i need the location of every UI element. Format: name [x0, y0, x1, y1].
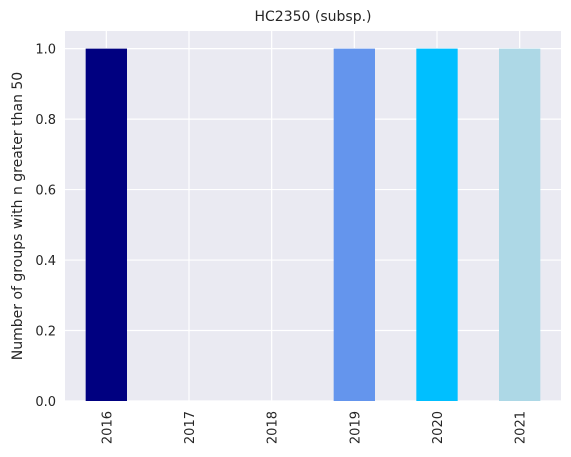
y-tick-label: 1.0: [35, 43, 56, 58]
bar-2016: [85, 48, 127, 401]
x-tick-label: 2020: [431, 411, 446, 444]
x-axis-ticks: 2016 2017 2018 2019 2020 2021: [100, 411, 528, 444]
x-tick-label: 2018: [266, 411, 281, 444]
bar-2019: [333, 48, 375, 401]
x-tick-label: 2019: [348, 411, 363, 444]
bar-2020: [416, 48, 458, 401]
y-tick-label: 0.6: [35, 184, 56, 199]
y-tick-label: 0.2: [35, 325, 56, 340]
x-tick-label: 2021: [514, 411, 529, 444]
y-axis-ticks: 0.0 0.2 0.4 0.6 0.8 1.0: [35, 43, 56, 410]
plot-area: [65, 31, 561, 401]
y-axis-label: Number of groups with n greater than 50: [10, 72, 26, 360]
y-tick-label: 0.0: [35, 395, 56, 410]
x-tick-label: 2017: [183, 411, 198, 444]
y-tick-label: 0.4: [35, 254, 56, 269]
x-tick-label: 2016: [100, 411, 115, 444]
bar-2021: [499, 48, 541, 401]
bars: [85, 48, 541, 401]
y-tick-label: 0.8: [35, 113, 56, 128]
chart-title: HC2350 (subsp.): [255, 9, 372, 25]
